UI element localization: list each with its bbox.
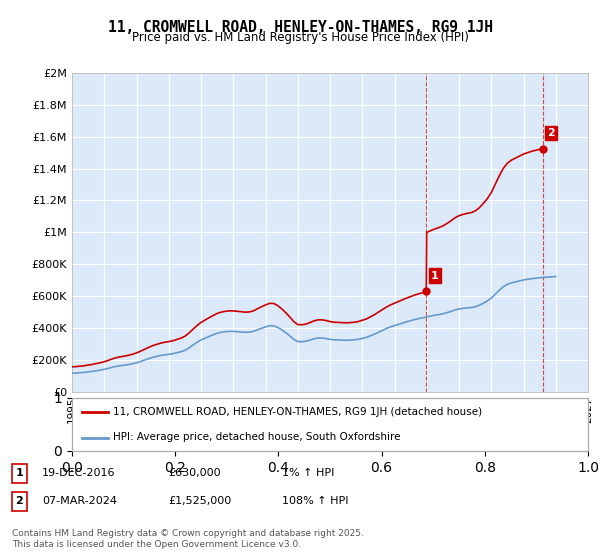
Text: £630,000: £630,000 [168,468,221,478]
Text: Price paid vs. HM Land Registry's House Price Index (HPI): Price paid vs. HM Land Registry's House … [131,31,469,44]
Text: 11, CROMWELL ROAD, HENLEY-ON-THAMES, RG9 1JH (detached house): 11, CROMWELL ROAD, HENLEY-ON-THAMES, RG9… [113,408,482,418]
Text: 108% ↑ HPI: 108% ↑ HPI [282,496,349,506]
Text: 07-MAR-2024: 07-MAR-2024 [42,496,117,506]
Text: £1,525,000: £1,525,000 [168,496,231,506]
Text: HPI: Average price, detached house, South Oxfordshire: HPI: Average price, detached house, Sout… [113,432,401,442]
Text: 1: 1 [431,270,439,281]
Text: 19-DEC-2016: 19-DEC-2016 [42,468,115,478]
Text: 1: 1 [16,468,23,478]
Text: 11, CROMWELL ROAD, HENLEY-ON-THAMES, RG9 1JH: 11, CROMWELL ROAD, HENLEY-ON-THAMES, RG9… [107,20,493,35]
Text: 2: 2 [547,128,555,138]
Text: 2: 2 [16,496,23,506]
Text: 1% ↑ HPI: 1% ↑ HPI [282,468,334,478]
Text: Contains HM Land Registry data © Crown copyright and database right 2025.
This d: Contains HM Land Registry data © Crown c… [12,529,364,549]
